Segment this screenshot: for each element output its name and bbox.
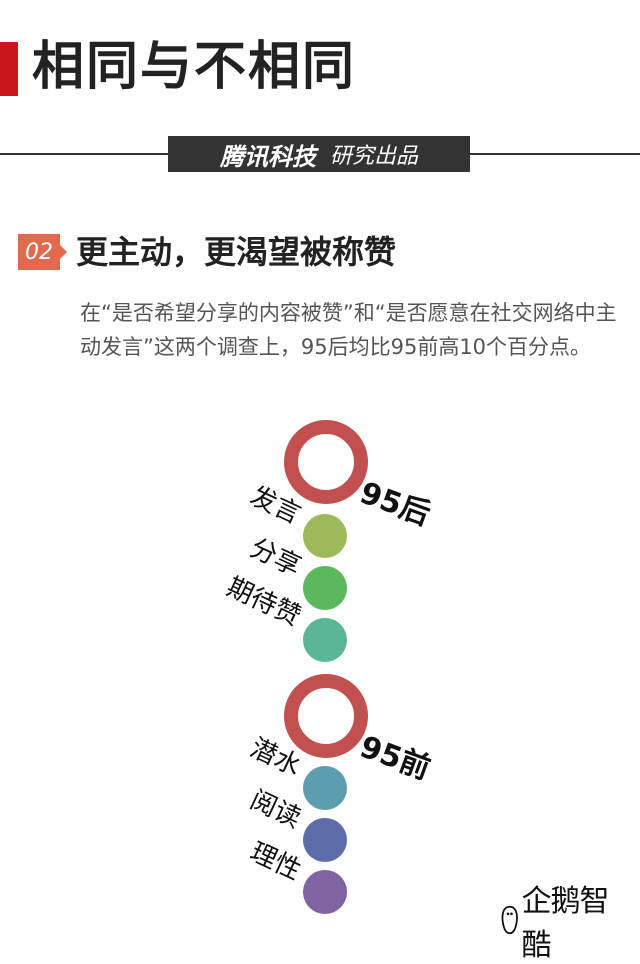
ring-95-before	[284, 674, 368, 758]
brand-tagline: 研究出品	[329, 144, 418, 169]
dot-expect-like	[303, 618, 347, 662]
logo-text: 企鹅智酷	[521, 884, 609, 963]
ring-95-after	[284, 420, 368, 504]
logo: 企鹅智酷	[500, 884, 624, 963]
title-accent-bar	[0, 42, 18, 96]
page-title: 相同与不相同	[32, 37, 357, 97]
group-label-95-before: 95前	[355, 729, 435, 787]
dot-speak	[303, 514, 347, 558]
brand-name: 腾讯科技	[219, 142, 316, 171]
group-label-95-after: 95后	[355, 475, 435, 533]
dot-share	[303, 566, 347, 610]
section-title: 更主动，更渴望被称赞	[76, 233, 397, 271]
section-number-badge: 02	[18, 234, 60, 270]
badge-arrow-icon	[60, 245, 67, 259]
section-body: 在“是否希望分享的内容被赞”和“是否愿意在社交网络中主动发言”这两个调查上，95…	[80, 301, 617, 359]
dot-read	[303, 818, 347, 862]
dot-lurk	[303, 766, 347, 810]
penguin-icon	[501, 905, 518, 935]
brand-banner: 腾讯科技 研究出品	[168, 136, 470, 172]
dot-rational	[303, 870, 347, 914]
